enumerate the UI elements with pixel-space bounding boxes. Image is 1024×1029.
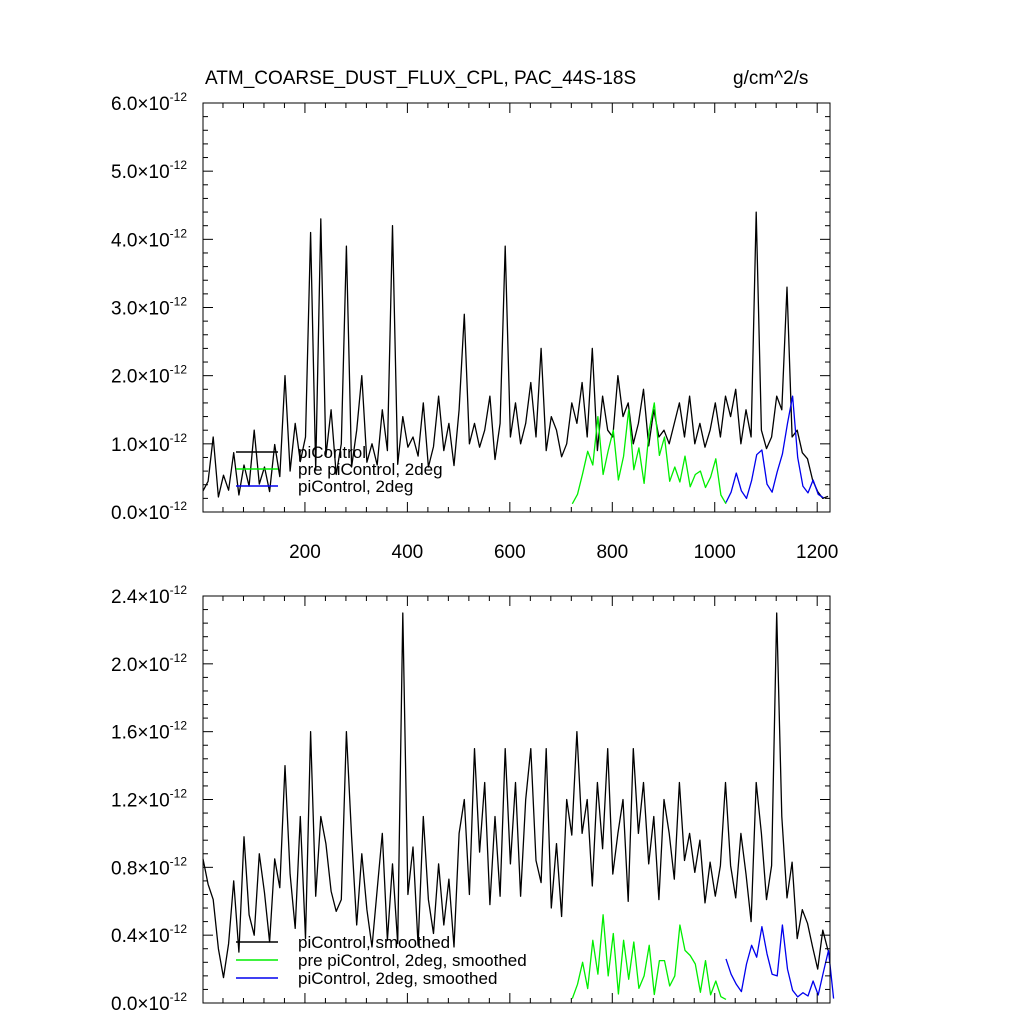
legend-label: pre piControl, 2deg [298,460,443,479]
y-tick-label: 2.4×10-12 [111,583,187,608]
y-tick-label: 5.0×10-12 [111,158,187,183]
x-tick-label: 600 [494,542,526,563]
panel-1: ATM_COARSE_DUST_FLUX_CPL, PAC_44S-18S g/c… [111,68,838,563]
series-line-pre-picontrol-2deg-smoothed [571,914,727,1000]
y-tick-label: 0.4×10-12 [111,922,187,947]
y-tick-label: 1.6×10-12 [111,719,187,744]
y-tick-label: 0.0×10-12 [111,499,187,524]
y-tick-label: 0.0×10-12 [111,990,187,1015]
y-tick-label: 3.0×10-12 [111,295,187,320]
series-line-picontrol [202,211,829,500]
series-line-picontrol-smoothed [202,612,829,979]
y-tick-label: 1.0×10-12 [111,431,187,456]
x-tick-label: 800 [596,542,628,563]
x-tick-label: 1000 [694,542,736,563]
legend-label: pre piControl, 2deg, smoothed [298,951,527,970]
y-tick-label: 0.8×10-12 [111,854,187,879]
y-tick-label: 2.0×10-12 [111,363,187,388]
series-line-pre-picontrol-2deg [571,402,727,505]
y-tick-label: 4.0×10-12 [111,226,187,251]
x-tick-label: 200 [289,542,321,563]
chart-units: g/cm^2/s [733,68,808,89]
x-tick-label: 400 [392,542,424,563]
panel-2: 0.0×10-12 0.4×10-12 0.8×10-12 1.2×10-12 1.6×… [111,583,835,1015]
legend-label: piControl, 2deg, smoothed [298,969,497,988]
legend-label: piControl, smoothed [298,933,450,952]
series-line-picontrol-2deg-smoothed [725,924,835,999]
y-tick-label: 6.0×10-12 [111,90,187,115]
legend-label: piControl, 2deg [298,477,413,496]
legend-label: piControl [298,443,366,462]
y-tick-label: 2.0×10-12 [111,651,187,676]
x-tick-label: 1200 [796,542,838,563]
y-tick-label: 1.2×10-12 [111,787,187,812]
chart-title: ATM_COARSE_DUST_FLUX_CPL, PAC_44S-18S [205,68,636,89]
series-line-picontrol-2deg [725,395,824,503]
